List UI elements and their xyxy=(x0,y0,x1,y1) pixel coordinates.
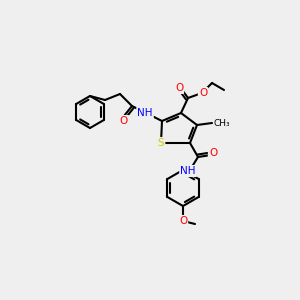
Text: NH: NH xyxy=(180,166,196,176)
Text: O: O xyxy=(175,83,183,93)
Text: O: O xyxy=(199,88,207,98)
Text: CH₃: CH₃ xyxy=(214,119,231,128)
Text: S: S xyxy=(158,138,164,148)
Text: O: O xyxy=(120,116,128,126)
Text: O: O xyxy=(179,216,187,226)
Text: NH: NH xyxy=(137,108,153,118)
Text: O: O xyxy=(209,148,217,158)
